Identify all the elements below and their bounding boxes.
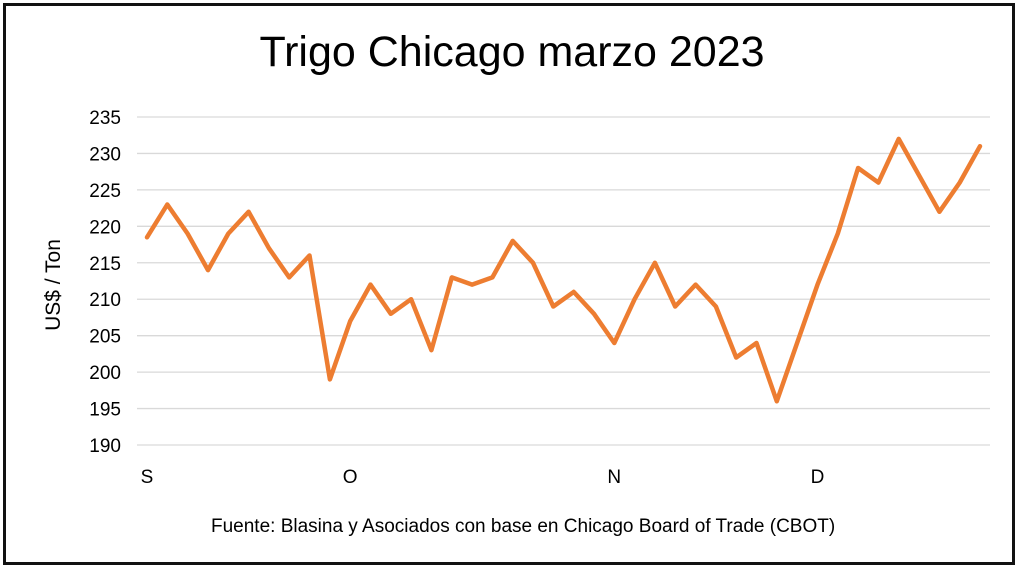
y-tick-label: 230: [89, 144, 121, 165]
y-tick-label: 215: [89, 254, 121, 275]
series-line: [144, 136, 983, 404]
x-tick-label: S: [141, 467, 154, 488]
y-tick-label: 220: [89, 217, 121, 238]
y-tick-label: 210: [89, 290, 121, 311]
y-tick-label: 235: [89, 108, 121, 129]
chart-title: Trigo Chicago marzo 2023: [259, 28, 765, 76]
y-tick-label: 195: [89, 400, 121, 421]
y-tick-label: 200: [89, 363, 121, 384]
y-tick-label: 190: [89, 436, 121, 457]
y-axis-label: US$ / Ton: [42, 239, 65, 331]
y-tick-label: 205: [89, 327, 121, 348]
x-tick-label: N: [607, 467, 621, 488]
source-note: Fuente: Blasina y Asociados con base en …: [211, 516, 836, 537]
x-tick-label: O: [343, 467, 358, 488]
chart-frame: [3, 3, 1015, 565]
x-tick-label: D: [811, 467, 825, 488]
y-tick-label: 225: [89, 181, 121, 202]
